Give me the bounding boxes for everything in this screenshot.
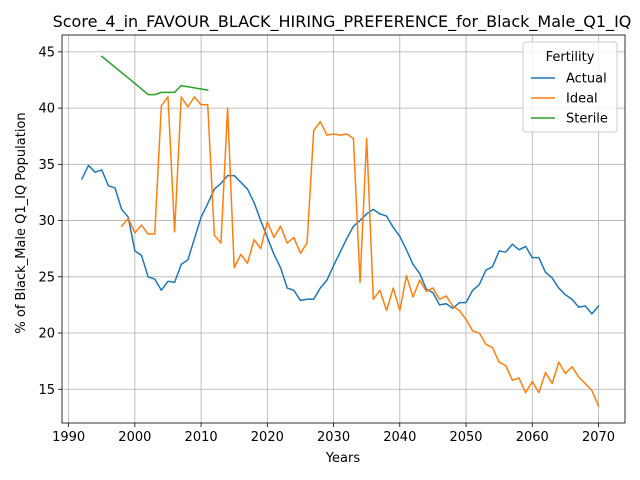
legend: Fertility Actual Ideal Sterile	[522, 41, 618, 133]
legend-title: Fertility	[546, 50, 595, 65]
y-tick-label: 45	[38, 45, 55, 60]
x-tick-label: 2010	[185, 430, 218, 445]
series-line-actual	[80, 164, 600, 315]
legend-label-actual: Actual	[566, 72, 607, 87]
y-tick-label: 25	[38, 270, 55, 285]
x-tick-label: 2060	[516, 430, 549, 445]
chart-title: Score_4_in_FAVOUR_BLACK_HIRING_PREFERENC…	[53, 12, 632, 32]
legend-label-ideal: Ideal	[566, 92, 598, 107]
x-tick-label: 2020	[251, 430, 284, 445]
x-tick-label: 2000	[118, 430, 151, 445]
x-tick-label: 2030	[317, 430, 350, 445]
series-line-ideal	[120, 96, 600, 408]
y-tick-label: 20	[38, 327, 55, 342]
x-tick-label: 1990	[52, 430, 85, 445]
legend-box	[522, 41, 618, 133]
y-axis-label: % of Black_Male Q1_IQ Population	[14, 112, 29, 333]
legend-label-sterile: Sterile	[566, 112, 608, 127]
x-tick-label: 2050	[449, 430, 482, 445]
y-tick-label: 40	[38, 102, 55, 117]
y-tick-label: 15	[38, 383, 55, 398]
series-group	[80, 55, 600, 408]
series-line-sterile	[100, 55, 209, 96]
y-axis-ticks: 15 20 25 30 35 40 45	[38, 45, 62, 398]
x-tick-label: 2070	[582, 430, 615, 445]
x-axis-ticks: 1990 2000 2010 2020 2030 2040 2050 2060 2070	[52, 423, 615, 445]
y-tick-label: 30	[38, 214, 55, 229]
y-tick-label: 35	[38, 158, 55, 173]
x-tick-label: 2040	[383, 430, 416, 445]
plot-frame	[61, 34, 626, 424]
legend-items: Actual Ideal Sterile	[531, 72, 608, 127]
x-axis-label: Years	[325, 451, 361, 466]
